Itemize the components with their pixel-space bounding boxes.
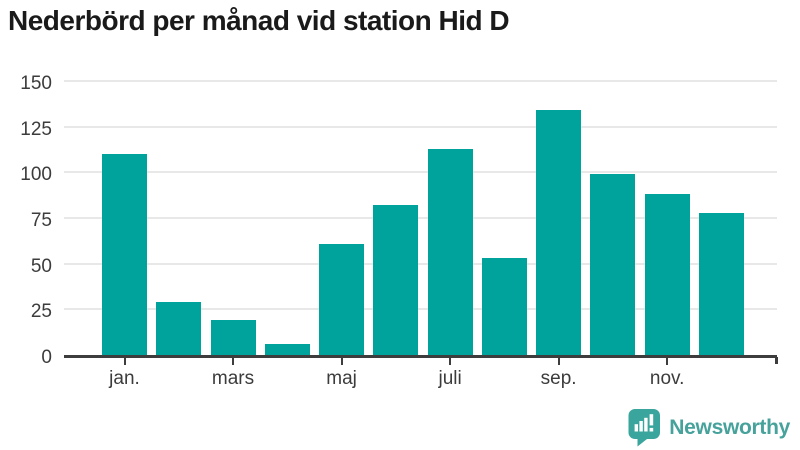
- bar-aug.: [481, 258, 527, 355]
- bar-cell-juli: juli: [427, 81, 473, 389]
- newsworthy-wordmark: Newsworthy: [669, 415, 790, 439]
- newsworthy-bubble-chart-icon: [627, 408, 661, 447]
- gridline-y-25: [64, 308, 777, 311]
- gridline-y-125: [64, 125, 777, 128]
- bar-cell-mars: mars: [210, 81, 256, 389]
- x-tick: [232, 358, 235, 365]
- x-tick: [123, 358, 126, 365]
- bar-mars: [210, 320, 256, 355]
- y-tick-label: 75: [30, 210, 52, 231]
- y-tick-label: 100: [20, 164, 52, 186]
- bar-cell-feb.: [156, 81, 202, 355]
- bar-jan.: [102, 154, 147, 355]
- y-tick-label: 0: [41, 347, 52, 368]
- bar-juli: [427, 148, 473, 355]
- bar-feb.: [156, 302, 202, 355]
- y-axis: 0 25 50 75 100 125 150: [0, 74, 58, 367]
- y-tick-label: 25: [30, 301, 52, 323]
- x-tick-label: maj: [326, 368, 357, 389]
- y-tick-label: 50: [30, 255, 52, 277]
- x-tick: [666, 358, 669, 365]
- gridline-y-100: [64, 171, 777, 174]
- bar-okt.: [590, 174, 636, 355]
- gridline-y-150: [64, 80, 777, 82]
- bar-cell-jan.: jan.: [102, 81, 147, 389]
- bar-apr.: [264, 344, 310, 355]
- bar-maj: [319, 243, 365, 355]
- bar-dec.: [698, 212, 744, 355]
- bar-cell-dec.: [698, 81, 744, 355]
- y-tick-label: 150: [20, 73, 52, 94]
- x-axis-endcap: [775, 357, 778, 364]
- y-tick-label: 125: [20, 118, 52, 140]
- bar-nov.: [644, 194, 690, 355]
- bars-container: jan. mars maj juli sep. nov.: [102, 81, 744, 389]
- x-tick: [557, 358, 560, 365]
- bar-cell-juni: [373, 81, 419, 355]
- x-tick-label: mars: [211, 368, 255, 389]
- chart-title: Nederbörd per månad vid station Hid D: [8, 5, 510, 36]
- x-tick: [340, 358, 343, 365]
- gridline-y-50: [64, 262, 777, 265]
- bar-sep.: [536, 110, 582, 355]
- x-tick-label: jan.: [109, 368, 140, 389]
- x-tick-label: juli: [438, 368, 462, 389]
- newsworthy-logo-link[interactable]: Newsworthy: [627, 408, 790, 447]
- bar-cell-sep.: sep.: [536, 81, 582, 389]
- x-tick-label: sep.: [540, 368, 577, 389]
- plot-area: jan. mars maj juli sep. nov.: [64, 80, 778, 389]
- bar-cell-nov.: nov.: [644, 81, 690, 389]
- gridline-y-75: [64, 217, 777, 219]
- bar-cell-maj: maj: [319, 81, 365, 389]
- bar-juni: [373, 205, 419, 355]
- bar-cell-apr.: [264, 81, 310, 355]
- x-tick: [449, 358, 452, 365]
- x-tick-label: nov.: [649, 368, 685, 389]
- bar-cell-aug.: [481, 81, 527, 355]
- bar-cell-okt.: [590, 81, 636, 355]
